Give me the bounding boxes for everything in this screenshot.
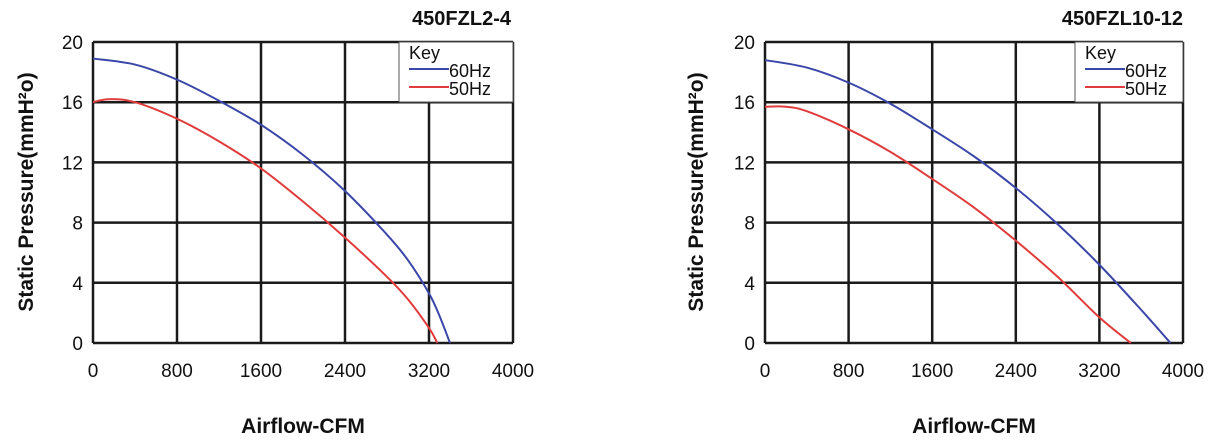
y-tick-label: 20	[62, 33, 83, 54]
series-line-60Hz	[764, 59, 1172, 344]
y-axis-label: Static Pressure(mmH²o)	[685, 72, 708, 311]
legend-entry: 60Hz	[1125, 61, 1167, 81]
x-tick-label: 0	[760, 361, 771, 382]
y-tick-label: 12	[734, 153, 755, 174]
x-tick-label: 3200	[1078, 361, 1120, 382]
chart-1: 0 800 1600 2400 3200 4000 0 4 8 12 16 20 450FZL2-4 St…	[15, 8, 534, 438]
y-tick-label: 12	[62, 153, 83, 174]
series-line-50Hz	[764, 105, 1132, 344]
x-tick-label: 4000	[492, 361, 534, 382]
x-tick-label: 3200	[408, 361, 450, 382]
legend-box	[398, 41, 514, 103]
legend-title: Key	[409, 43, 440, 63]
y-tick-label: 0	[72, 334, 83, 355]
y-tick-label: 8	[744, 214, 755, 235]
legend-entry: 50Hz	[449, 79, 491, 99]
y-axis-label: Static Pressure(mmH²o)	[15, 72, 38, 311]
legend-entry: 60Hz	[449, 61, 491, 81]
y-tick-label: 4	[744, 274, 755, 295]
legend-entry: 50Hz	[1125, 79, 1167, 99]
x-axis-label: Airflow-CFM	[241, 415, 365, 438]
legend-box	[1074, 41, 1184, 103]
series-line-60Hz	[92, 57, 451, 344]
x-tick-label: 800	[833, 361, 865, 382]
x-tick-label: 800	[161, 361, 193, 382]
x-tick-label: 2400	[324, 361, 366, 382]
y-tick-label: 16	[734, 93, 755, 114]
y-tick-label: 20	[734, 33, 755, 54]
series-line-50Hz	[92, 98, 439, 344]
chart-title: 450FZL2-4	[412, 8, 512, 30]
y-tick-label: 4	[72, 274, 83, 295]
legend-title: Key	[1085, 43, 1116, 63]
x-tick-label: 1600	[240, 361, 282, 382]
y-tick-label: 0	[744, 334, 755, 355]
x-tick-label: 0	[88, 361, 99, 382]
x-tick-label: 2400	[995, 361, 1037, 382]
x-tick-label: 4000	[1162, 361, 1204, 382]
y-tick-label: 16	[62, 93, 83, 114]
x-tick-label: 1600	[911, 361, 953, 382]
chart-title: 450FZL10-12	[1062, 8, 1183, 30]
y-tick-label: 8	[72, 214, 83, 235]
x-axis-label: Airflow-CFM	[912, 415, 1036, 438]
chart-2: 0 800 1600 2400 3200 4000 0 4 8 12 16 20 450FZL10-12…	[685, 8, 1204, 438]
